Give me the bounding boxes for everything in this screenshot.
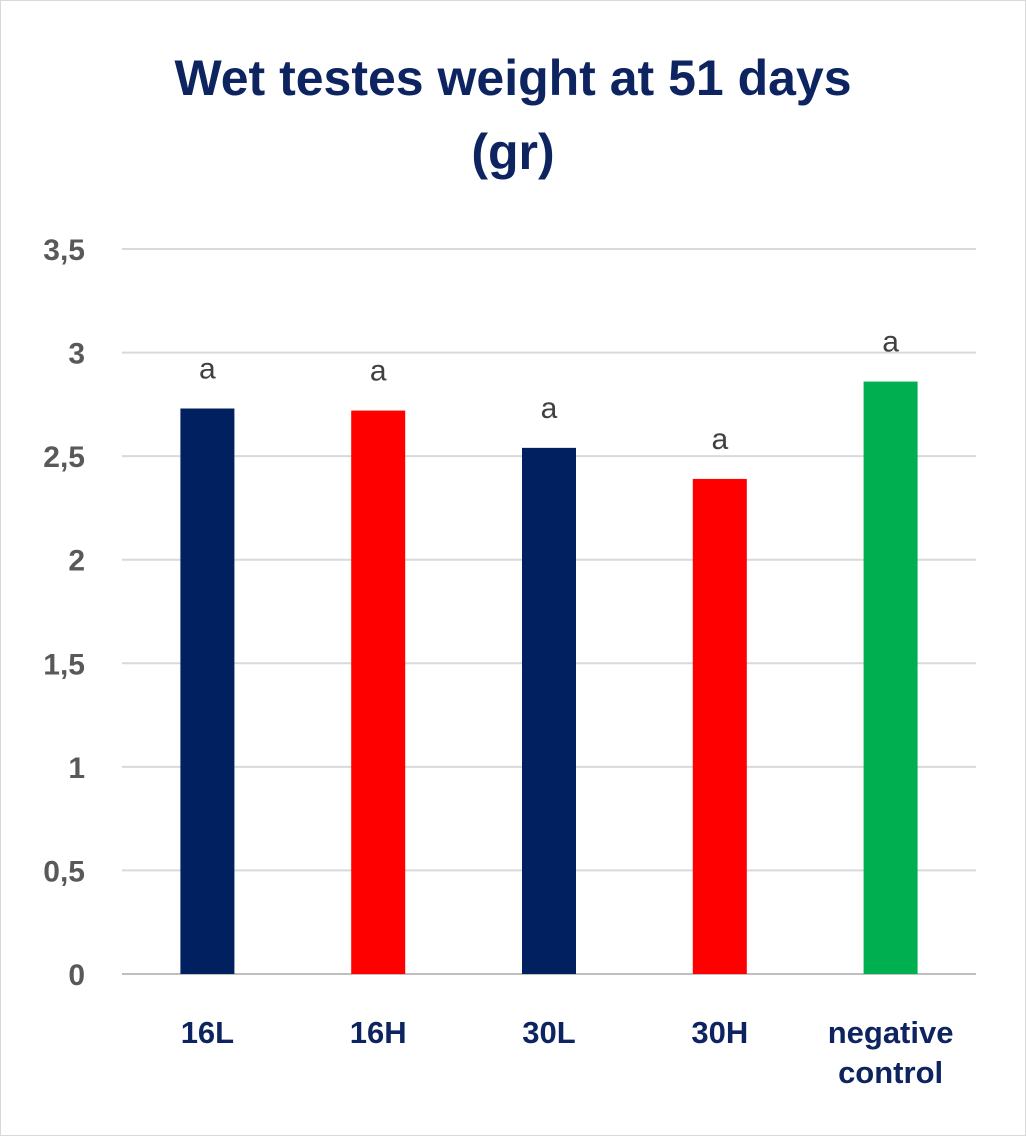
bar [522, 447, 576, 974]
bar [692, 478, 747, 974]
chart-title-line-2: (gr) [471, 124, 555, 180]
y-tick-label: 1,5 [43, 648, 85, 681]
y-tick-label: 2 [68, 545, 85, 578]
y-tick-label: 3 [68, 338, 85, 371]
data-label: a [541, 392, 558, 425]
bar [180, 408, 235, 974]
y-tick-label: 1 [68, 752, 85, 785]
x-tick-label: negative [828, 1015, 954, 1050]
bar [351, 410, 406, 975]
data-label: a [882, 326, 899, 359]
x-tick-label: 30H [691, 1015, 748, 1050]
data-label: a [370, 355, 387, 388]
y-tick-label: 2,5 [43, 441, 85, 474]
y-tick-label: 3,5 [43, 234, 85, 267]
y-tick-label: 0 [68, 959, 85, 992]
bar [863, 381, 918, 975]
chart-title-line-1: Wet testes weight at 51 days [174, 50, 852, 106]
chart-title: Wet testes weight at 51 days (gr) [1, 41, 1025, 189]
data-label: a [199, 353, 216, 386]
x-tick-label: 30L [522, 1015, 575, 1050]
x-tick-label: control [838, 1055, 943, 1090]
data-label: a [711, 423, 728, 456]
x-tick-label: 16H [350, 1015, 407, 1050]
x-tick-label: 16L [181, 1015, 234, 1050]
y-tick-label: 0,5 [43, 855, 85, 888]
